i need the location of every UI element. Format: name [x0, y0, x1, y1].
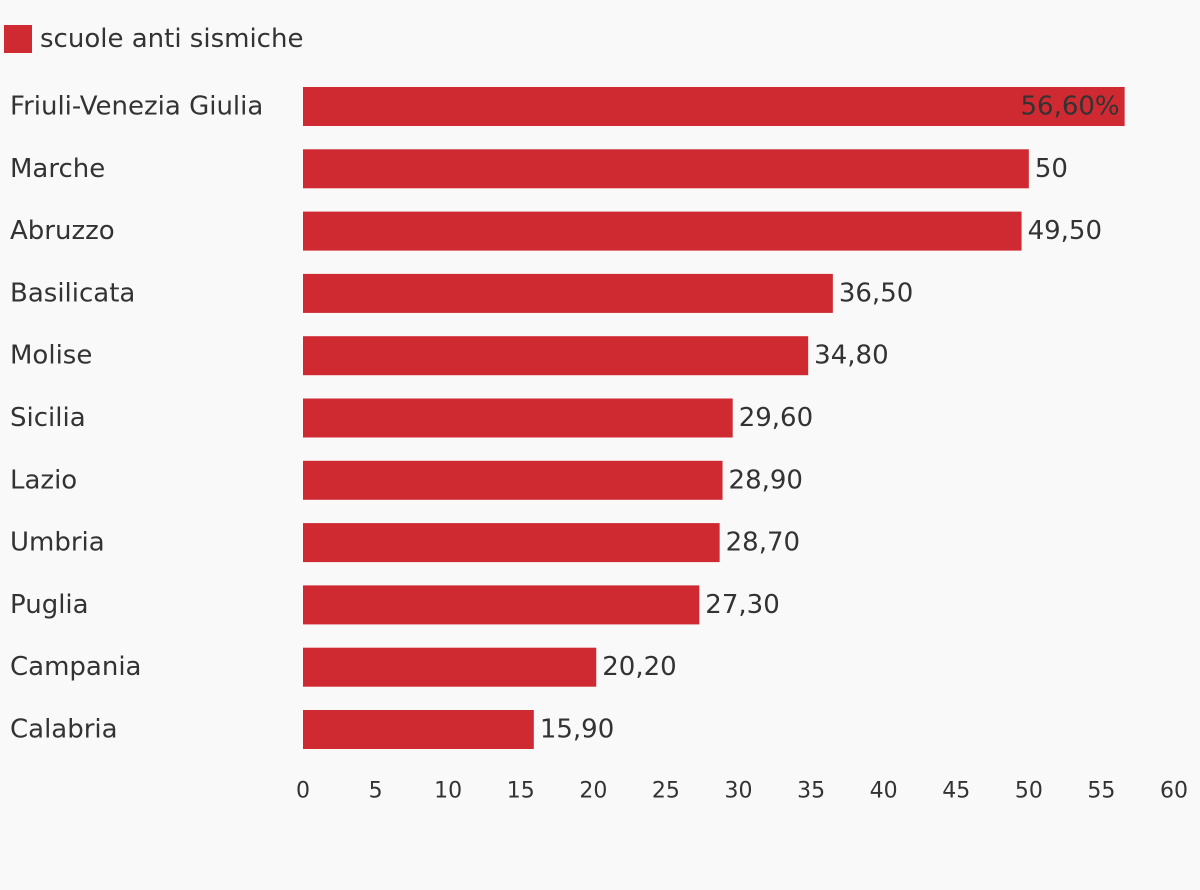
- bar: [303, 710, 534, 749]
- data-label: 15,90: [540, 715, 614, 745]
- legend: scuole anti sismiche: [4, 24, 303, 54]
- bar: [303, 149, 1029, 189]
- x-tick-label: 55: [1087, 779, 1115, 804]
- category-label: Abruzzo: [10, 216, 115, 246]
- category-label: Lazio: [10, 465, 77, 495]
- bar: [303, 585, 700, 625]
- bar: [303, 273, 833, 313]
- bar: [303, 336, 809, 376]
- category-label: Marche: [10, 154, 105, 184]
- data-label: 29,60: [739, 403, 813, 433]
- category-label: Basilicata: [10, 278, 135, 308]
- bar: [303, 460, 723, 500]
- data-label: 49,50: [1028, 216, 1102, 246]
- x-tick-label: 60: [1160, 779, 1188, 804]
- data-label: 56,60%: [1021, 92, 1120, 122]
- data-label: 34,80: [814, 341, 888, 371]
- x-tick-label: 40: [870, 779, 898, 804]
- data-label: 27,30: [705, 590, 779, 620]
- x-tick-label: 45: [942, 779, 970, 804]
- x-tick-label: 0: [296, 779, 310, 804]
- x-tick-label: 20: [579, 779, 607, 804]
- bar: [303, 87, 1125, 126]
- data-label: 28,70: [726, 528, 800, 558]
- bar: [303, 523, 720, 563]
- category-label: Puglia: [10, 590, 89, 620]
- category-label: Molise: [10, 341, 92, 371]
- category-label: Campania: [10, 652, 142, 682]
- bar: [303, 211, 1022, 251]
- category-label: Umbria: [10, 528, 105, 558]
- category-label: Calabria: [10, 715, 118, 745]
- data-label: 50: [1035, 154, 1068, 184]
- x-tick-label: 30: [725, 779, 753, 804]
- legend-swatch: [4, 25, 32, 53]
- x-tick-label: 50: [1015, 779, 1043, 804]
- data-label: 28,90: [729, 465, 803, 495]
- category-label: Sicilia: [10, 403, 86, 433]
- x-tick-label: 25: [652, 779, 680, 804]
- legend-label: scuole anti sismiche: [40, 24, 304, 54]
- data-label: 36,50: [839, 278, 913, 308]
- x-tick-label: 15: [507, 779, 535, 804]
- data-label: 20,20: [602, 652, 676, 682]
- x-tick-label: 35: [797, 779, 825, 804]
- x-tick-label: 5: [369, 779, 383, 804]
- bar: [303, 647, 597, 687]
- category-label: Friuli-Venezia Giulia: [10, 92, 263, 122]
- x-tick-label: 10: [434, 779, 462, 804]
- bar: [303, 398, 733, 438]
